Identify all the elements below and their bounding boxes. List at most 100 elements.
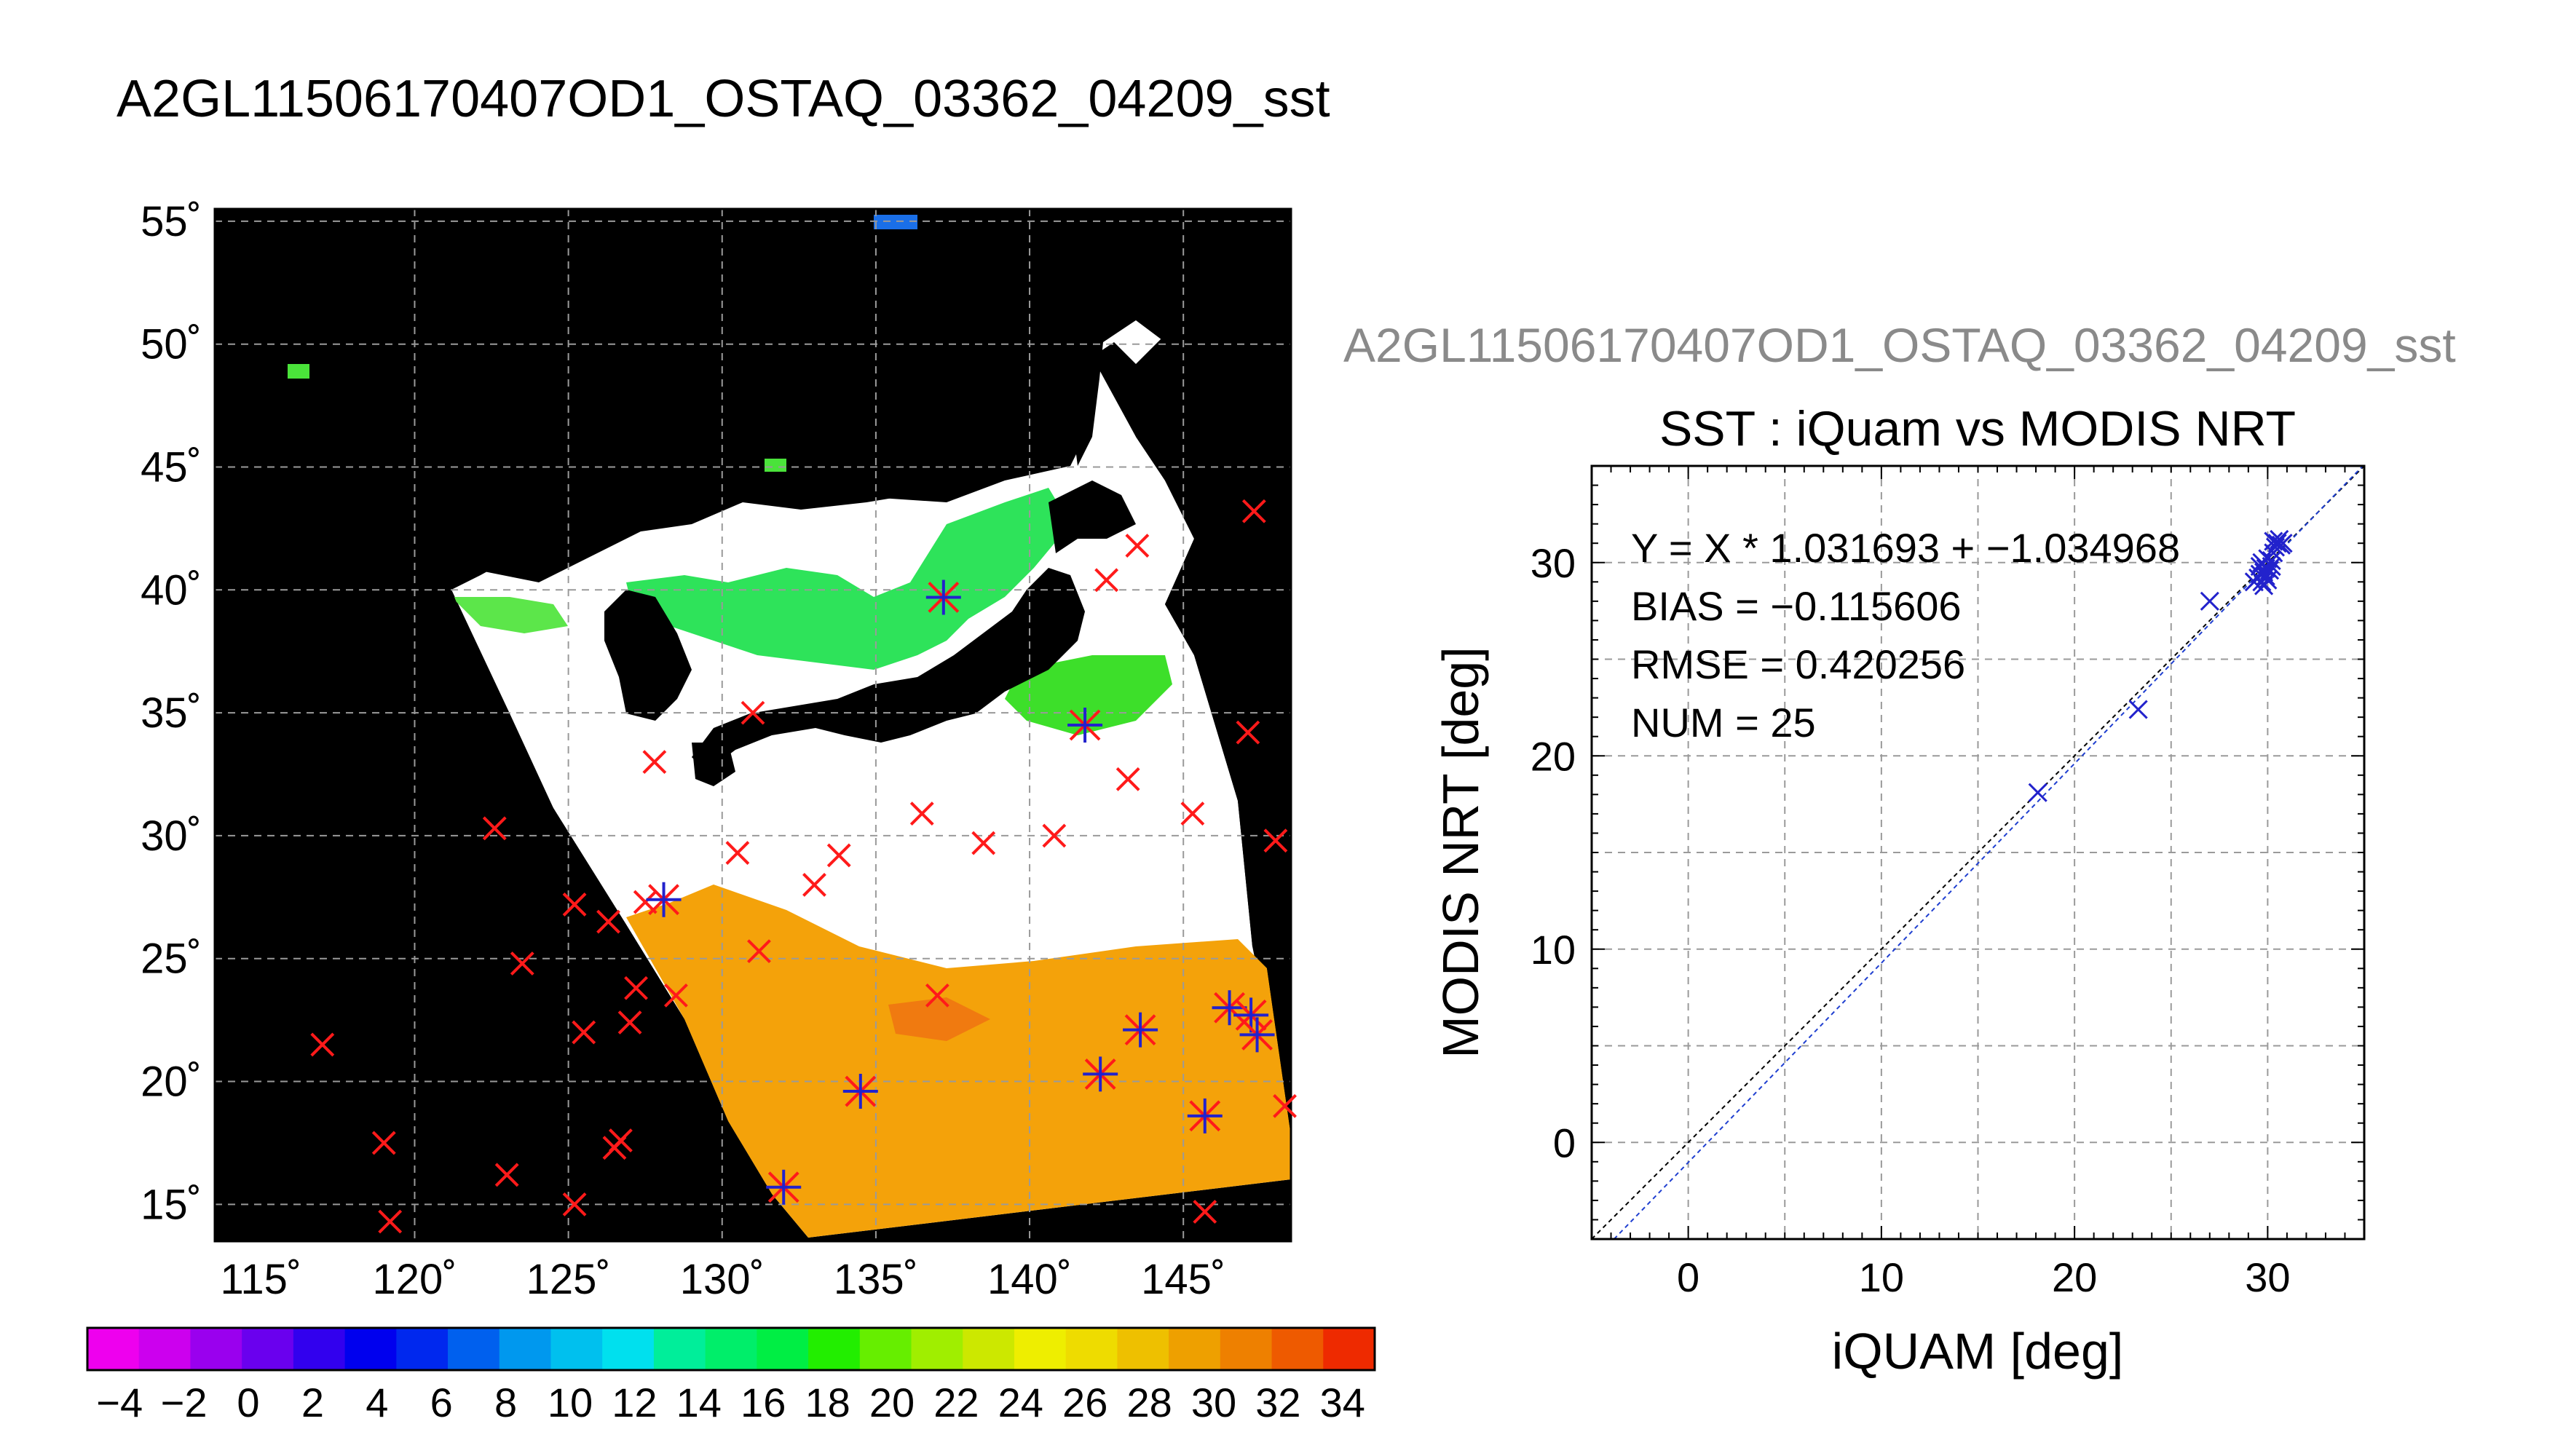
marker-stroke [310,1032,335,1057]
colorbar-cell [499,1328,551,1370]
stats-annotation: RMSE = 0.420256 [1631,641,1965,687]
marker-stroke [562,1192,587,1216]
colorbar-cell [138,1328,191,1370]
stats-annotation: BIAS = −0.115606 [1631,583,1962,629]
y-tick-label: 30 [1531,540,1576,586]
map-asterisk-marker [1083,1056,1118,1092]
scatter-point [2256,566,2275,586]
map-lon-label: 130˚ [680,1256,765,1303]
map-asterisk-marker [1067,708,1103,743]
colorbar-tick-label: 30 [1191,1380,1236,1425]
map-red-x-marker [596,909,620,934]
map-red-x-marker [925,983,949,1008]
colorbar-tick-label: 16 [741,1380,786,1425]
colorbar-cell [448,1328,500,1370]
map-red-x-marker [1180,802,1205,826]
marker-stroke [971,831,996,855]
sst-map: 115˚ 120˚ 125˚ 130˚ 135˚ 140˚ 145˚ 55˚ 50˚ 45˚ 40˚… [141,198,1297,1303]
scatter-header: A2GL11506170407OD1_OSTAQ_03362_04209_sst [1343,318,2456,372]
colorbar-tick-label: 24 [998,1380,1043,1425]
colorbar-tick-label: 28 [1126,1380,1172,1425]
swath-sst-green [626,488,1070,670]
map-asterisk-marker [1212,990,1247,1026]
colorbar-tick-label: −2 [161,1380,208,1425]
scatter-title: SST : iQuam vs MODIS NRT [1659,401,2296,456]
colorbar-tick-label: 32 [1255,1380,1300,1425]
map-red-x-marker [1115,767,1140,791]
colorbar-cell [808,1328,861,1370]
point-stroke [2128,700,2148,719]
point-stroke [2254,562,2274,582]
colorbar-tick-label: 20 [869,1380,915,1425]
colorbar: −4 −2 0 2 4 6 8 10 12 14 16 18 20 22 24 26 28 30 32 34 [86,1326,1376,1425]
colorbar-tick-label: 26 [1062,1380,1107,1425]
map-red-x-marker [747,939,771,964]
point-stroke [2256,566,2275,586]
map-lat-label: 30˚ [141,812,202,860]
marker-stroke [741,700,765,725]
sst-patch [874,215,917,229]
map-red-x-marker [1273,1093,1297,1118]
map-red-x-marker [562,893,587,917]
colorbar-tick-label: 0 [237,1380,259,1425]
map-frame [213,207,1292,1243]
one-to-one-line [1592,466,2364,1239]
land-hokkaido [1049,480,1136,553]
colorbar-cell [190,1328,242,1370]
y-axis-label: MODIS NRT [deg] [1432,646,1489,1058]
colorbar-cell [859,1328,912,1370]
marker-stroke [826,843,851,868]
x-tick-label: 20 [2052,1254,2097,1300]
marker-stroke [1125,534,1150,558]
map-red-x-marker [572,1020,596,1045]
marker-stroke [633,890,657,914]
map-red-x-marker [482,816,507,841]
map-asterisk-marker [1239,1017,1275,1053]
map-red-x-marker [624,976,648,1000]
marker-stroke [802,873,826,897]
map-red-x-marker [1042,823,1067,848]
x-tick-label: 30 [2245,1254,2290,1300]
map-red-x-marker [802,873,826,897]
marker-stroke [378,1209,403,1234]
colorbar-tick-label: 10 [548,1380,593,1425]
colorbar-cell [963,1328,1015,1370]
colorbar-tick-label: 12 [612,1380,657,1425]
land-japan [692,568,1085,772]
scatter-point [2262,551,2281,571]
colorbar-cell [1169,1328,1221,1370]
regression-line [1613,466,2364,1239]
colorbar-cell [1014,1328,1067,1370]
marker-stroke [609,1128,633,1152]
map-asterisk-marker [925,579,961,615]
stats-annotation: Y = X * 1.031693 + −1.034968 [1631,525,2180,571]
map-lon-label: 140˚ [987,1256,1072,1303]
colorbar-frame [86,1326,1376,1372]
scatter-point [2028,783,2047,802]
x-tick-label: 10 [1859,1254,1904,1300]
map-red-x-marker [1241,499,1266,523]
map-lat-label: 50˚ [141,321,202,368]
marker-stroke [925,983,949,1008]
map-red-x-marker [371,1131,396,1155]
point-stroke [2200,591,2219,611]
map-asterisk-marker [842,1074,878,1109]
map-lat-label: 15˚ [141,1181,202,1228]
marker-stroke [725,841,750,865]
stats-annotation: NUM = 25 [1631,700,1816,745]
colorbar-cell [653,1328,706,1370]
point-stroke [2264,531,2283,551]
marker-stroke [562,893,587,917]
y-tick-label: 10 [1531,927,1576,973]
map-red-x-marker [1236,720,1260,745]
marker-stroke [596,909,620,934]
marker-stroke [617,1010,642,1034]
colorbar-cell [1271,1328,1324,1370]
colorbar-cell [757,1328,809,1370]
point-stroke [2267,534,2287,553]
land-continent [215,209,1085,1241]
marker-stroke [510,951,534,976]
map-red-x-marker [1094,568,1119,593]
map-red-x-marker [664,983,688,1008]
marker-stroke [1236,720,1260,745]
